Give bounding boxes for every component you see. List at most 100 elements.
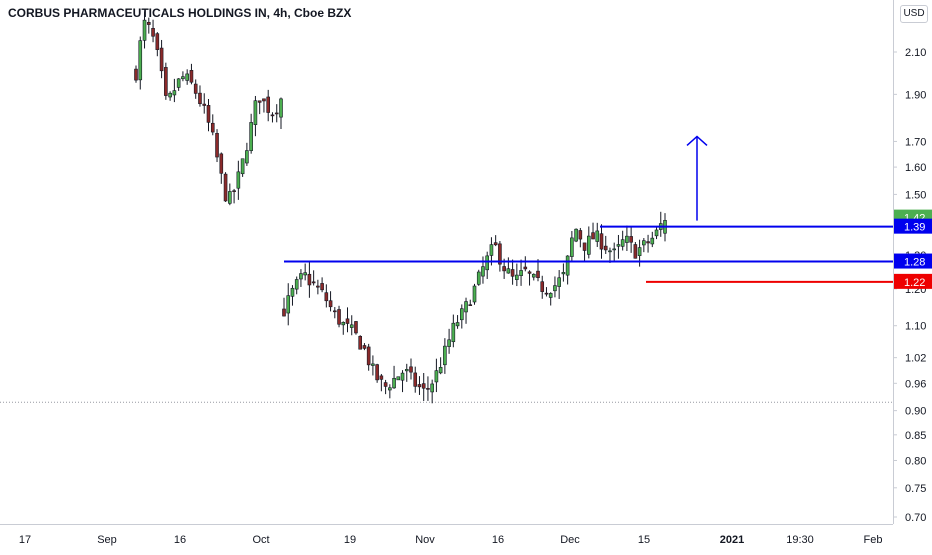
candle-body <box>202 103 207 106</box>
x-tick-label: Dec <box>560 534 580 546</box>
candle-body <box>138 40 143 81</box>
candle-body <box>443 345 447 366</box>
y-tick-label: 0.90 <box>905 406 926 418</box>
candle-body <box>646 241 650 244</box>
candle-body <box>417 384 422 388</box>
candle-body <box>459 308 464 321</box>
candle-body <box>257 100 262 103</box>
candle-body <box>282 308 286 317</box>
candle-body <box>392 377 396 389</box>
candle-body <box>328 300 333 308</box>
candle-body <box>383 382 388 387</box>
candle-body <box>274 112 279 115</box>
candle-body <box>633 244 638 259</box>
candle-body <box>510 269 515 277</box>
candle-body <box>371 363 375 366</box>
candle-body <box>426 388 430 390</box>
candle-body <box>375 364 379 381</box>
x-tick-label: Oct <box>252 534 269 546</box>
price-label-box <box>894 253 932 269</box>
x-tick-label: 19 <box>344 534 356 546</box>
candle-body <box>654 229 659 237</box>
candle-body <box>650 237 655 245</box>
y-tick-label: 0.85 <box>905 430 926 442</box>
candle-body <box>506 268 511 274</box>
candle-body <box>557 277 561 287</box>
candle-body <box>476 271 481 285</box>
candle-body <box>176 78 181 88</box>
candle-body <box>536 270 540 279</box>
candle-body <box>578 230 583 240</box>
candle-body <box>586 235 591 255</box>
candle-body <box>409 366 413 373</box>
candle-body <box>561 272 566 275</box>
y-tick-label: 0.75 <box>905 483 926 495</box>
candle-body <box>608 250 612 253</box>
x-tick-label: 16 <box>492 534 504 546</box>
candle-body <box>262 98 266 102</box>
candle-body <box>523 266 528 270</box>
candle-body <box>637 247 642 256</box>
candle-body <box>527 271 532 274</box>
candle-body <box>223 173 228 202</box>
candle-body <box>404 369 409 372</box>
candle-body <box>582 242 587 251</box>
x-tick-label: 19:30 <box>786 534 814 546</box>
candle-body <box>286 295 291 314</box>
candle-body <box>493 242 498 246</box>
candle-body <box>358 335 363 350</box>
candle-body <box>307 273 312 286</box>
currency-button[interactable]: USD <box>900 5 928 23</box>
candle-body <box>434 370 439 383</box>
candle-body <box>193 83 198 94</box>
candle-body <box>515 274 519 280</box>
candle-body <box>396 376 401 381</box>
candle-body <box>485 255 490 271</box>
candle-body <box>320 283 324 291</box>
candle-body <box>299 273 303 280</box>
x-tick-label: 15 <box>638 534 650 546</box>
candle-body <box>172 90 177 96</box>
candle-body <box>413 372 418 387</box>
candle-body <box>290 287 295 297</box>
candle-body <box>219 153 224 174</box>
candle-body <box>540 281 545 292</box>
candle-body <box>519 270 523 277</box>
candle-body <box>303 272 307 276</box>
x-tick-label: 17 <box>19 534 31 546</box>
candle-body <box>146 22 151 25</box>
price-label-box <box>894 218 932 234</box>
candle-body <box>266 96 271 113</box>
price-label-text: 1.39 <box>904 222 925 234</box>
candle-body <box>316 285 320 288</box>
candle-body <box>279 98 283 118</box>
y-tick-label: 0.96 <box>905 378 926 390</box>
candle-body <box>472 285 477 303</box>
candle-body <box>253 100 258 125</box>
candle-body <box>210 122 215 133</box>
candle-body <box>349 324 354 328</box>
candle-body <box>468 304 473 306</box>
candle-body <box>498 243 502 265</box>
candle-body <box>134 68 138 81</box>
y-tick-label: 1.60 <box>905 162 926 174</box>
candle-body <box>345 318 350 324</box>
candle-body <box>379 375 384 380</box>
candle-body <box>629 236 633 243</box>
candle-body <box>464 301 468 313</box>
candle-body <box>616 244 621 247</box>
candle-body <box>228 191 232 204</box>
candle-body <box>620 239 625 247</box>
candle-body <box>388 387 392 391</box>
candle-body <box>481 266 485 277</box>
y-tick-label: 0.70 <box>905 512 926 524</box>
candle-body <box>337 309 341 325</box>
candle-body <box>570 237 574 257</box>
candle-body <box>215 133 219 158</box>
candle-body <box>168 92 172 98</box>
price-label-text: 1.22 <box>904 277 925 289</box>
candle-body <box>245 150 249 164</box>
candle-body <box>502 266 506 272</box>
